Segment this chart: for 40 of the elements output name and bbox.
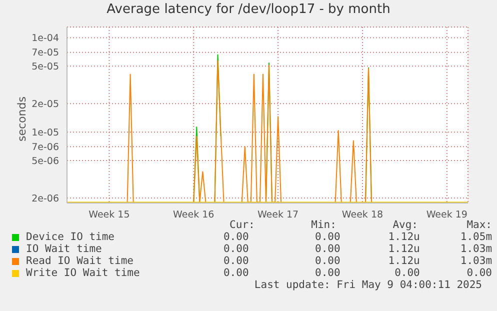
y-tick-label: 2e-05 — [32, 99, 59, 110]
y-tick-label: 1e-05 — [32, 127, 59, 138]
text: Min: — [310, 219, 336, 231]
x-tick-label: Week 17 — [257, 210, 299, 221]
chart-title: Average latency for /dev/loop17 - by month — [106, 2, 392, 17]
text: 1.12u — [387, 255, 420, 267]
x-tick-label: Week 19 — [426, 210, 468, 221]
y-tick-label: 7e-05 — [32, 48, 59, 59]
legend-label: Write IO Wait time — [26, 267, 140, 279]
y-tick-label: 2e-06 — [32, 193, 59, 204]
y-axis-title: seconds — [16, 96, 28, 142]
text: Max: — [466, 219, 492, 231]
y-tick-label: 5e-05 — [32, 62, 59, 73]
text: 0.00 — [222, 267, 250, 279]
text: Avg: — [392, 219, 418, 231]
y-tick-label: 7e-06 — [32, 142, 59, 154]
text: 0.00 — [314, 231, 340, 243]
text: 1.05m — [459, 231, 492, 243]
text: 0.00 — [222, 255, 250, 267]
text: 0.00 — [314, 267, 340, 279]
text: 1.12u — [387, 243, 420, 255]
text: 1.03m — [459, 243, 492, 255]
text: 0.00 — [222, 243, 250, 255]
text: 0.00 — [466, 267, 492, 279]
text: 1.12u — [387, 231, 420, 243]
text: Cur: — [228, 219, 255, 231]
legend-label: Device IO time — [26, 231, 115, 243]
text: 0.00 — [314, 255, 340, 267]
y-tick-label: 5e-06 — [32, 156, 59, 167]
x-tick-label: Week 18 — [342, 210, 384, 221]
text: Last update: Fri May 9 04:00:11 2025 — [253, 279, 482, 291]
text: 0.00 — [314, 243, 340, 255]
y-tick-label: 1e-04 — [32, 33, 59, 44]
text: 0.00 — [222, 231, 250, 243]
legend-label: Read IO Wait time — [26, 255, 134, 267]
text: 1.03m — [459, 255, 492, 267]
text: 0.00 — [394, 267, 420, 279]
legend-label: IO Wait time — [26, 243, 102, 255]
x-tick-label: Week 16 — [173, 210, 214, 221]
x-tick-label: Week 15 — [88, 210, 130, 221]
